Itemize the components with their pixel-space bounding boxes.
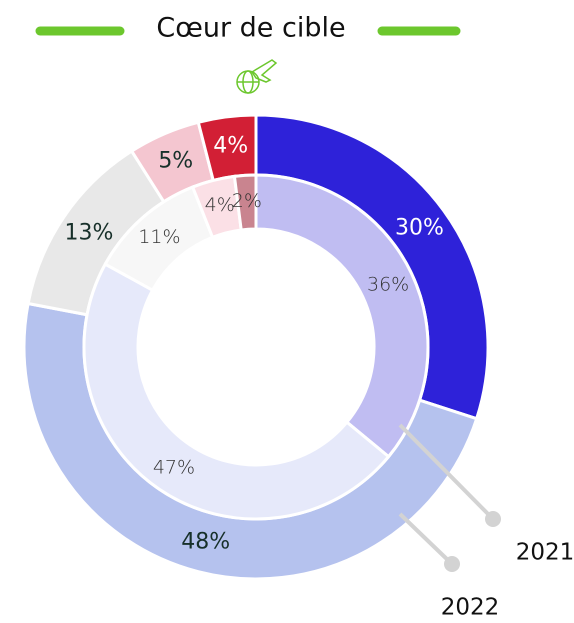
donut-segment — [254, 173, 430, 459]
leader-lines — [398, 423, 501, 572]
rings: 30%48%13%5%4%36%47%11%4%2% — [22, 113, 490, 581]
data-label: 4% — [213, 134, 248, 159]
data-label: 47% — [153, 456, 195, 478]
series-label: 2022 — [441, 595, 500, 621]
chart-title: Cœur de cible — [156, 13, 345, 44]
data-label: 4% — [205, 194, 235, 216]
data-label: 13% — [64, 220, 113, 245]
data-label: 30% — [395, 215, 444, 240]
globe-icon — [236, 59, 278, 94]
data-label: 36% — [367, 273, 409, 295]
donut-segment — [232, 173, 258, 232]
data-label: 5% — [158, 149, 193, 174]
leader-line — [398, 512, 454, 566]
leader-dot — [485, 511, 501, 527]
series-label: 2021 — [516, 540, 574, 566]
data-label: 48% — [181, 530, 230, 555]
leader-line — [398, 423, 495, 521]
donut-segment — [82, 262, 391, 521]
leader-dot — [444, 556, 460, 572]
data-label: 11% — [138, 226, 180, 248]
data-label: 2% — [232, 190, 262, 212]
